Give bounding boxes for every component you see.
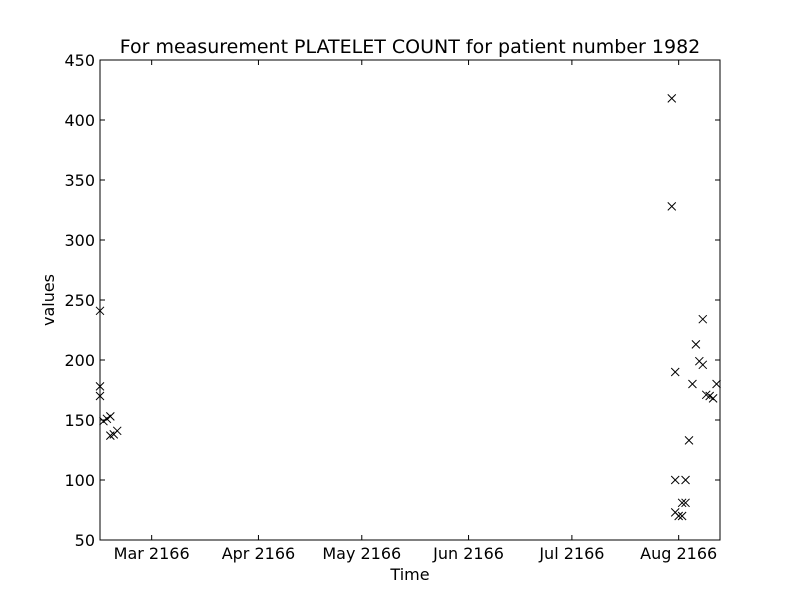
x-axis-label: Time (389, 565, 429, 584)
data-point (691, 340, 701, 349)
data-point (667, 202, 677, 211)
y-tick-label: 450 (64, 51, 95, 70)
x-tick-label: May 2166 (322, 544, 401, 563)
y-tick-label: 50 (75, 531, 95, 550)
y-tick-label: 100 (64, 471, 95, 490)
data-point (684, 436, 694, 445)
data-point (105, 412, 115, 421)
data-point (708, 394, 718, 403)
data-point (112, 426, 122, 436)
y-tick-label: 150 (64, 411, 95, 430)
data-point (681, 475, 690, 485)
y-axis-ticks: 50 100 150 200 250 300 350 400 450 (64, 51, 720, 550)
x-tick-label: Mar 2166 (114, 544, 190, 563)
data-point (681, 498, 690, 508)
data-point (95, 391, 105, 401)
y-tick-label: 250 (64, 291, 95, 310)
x-tick-label: Apr 2166 (222, 544, 295, 563)
y-axis-label: values (39, 274, 58, 326)
y-tick-label: 200 (64, 351, 95, 370)
plot-frame (99, 59, 721, 541)
y-tick-label: 400 (64, 111, 95, 130)
data-point (667, 94, 677, 103)
data-point (674, 511, 684, 521)
x-tick-label: Jul 2166 (538, 544, 604, 563)
y-tick-label: 300 (64, 231, 95, 250)
data-point (95, 306, 105, 316)
data-point (698, 360, 708, 370)
x-tick-label: Jun 2166 (432, 544, 504, 563)
data-point (95, 382, 105, 391)
data-point (677, 511, 687, 521)
chart-title: For measurement PLATELET COUNT for patie… (120, 36, 701, 58)
data-point (712, 379, 721, 389)
x-axis-ticks: Mar 2166 Apr 2166 May 2166 Jun 2166 Jul 2166… (114, 60, 717, 563)
data-point (670, 367, 680, 377)
data-point (677, 498, 687, 508)
data-points (95, 94, 721, 521)
data-point (670, 475, 680, 485)
data-point (688, 379, 697, 389)
y-tick-label: 350 (64, 171, 95, 190)
x-tick-label: Aug 2166 (640, 544, 717, 563)
data-point (698, 314, 708, 324)
